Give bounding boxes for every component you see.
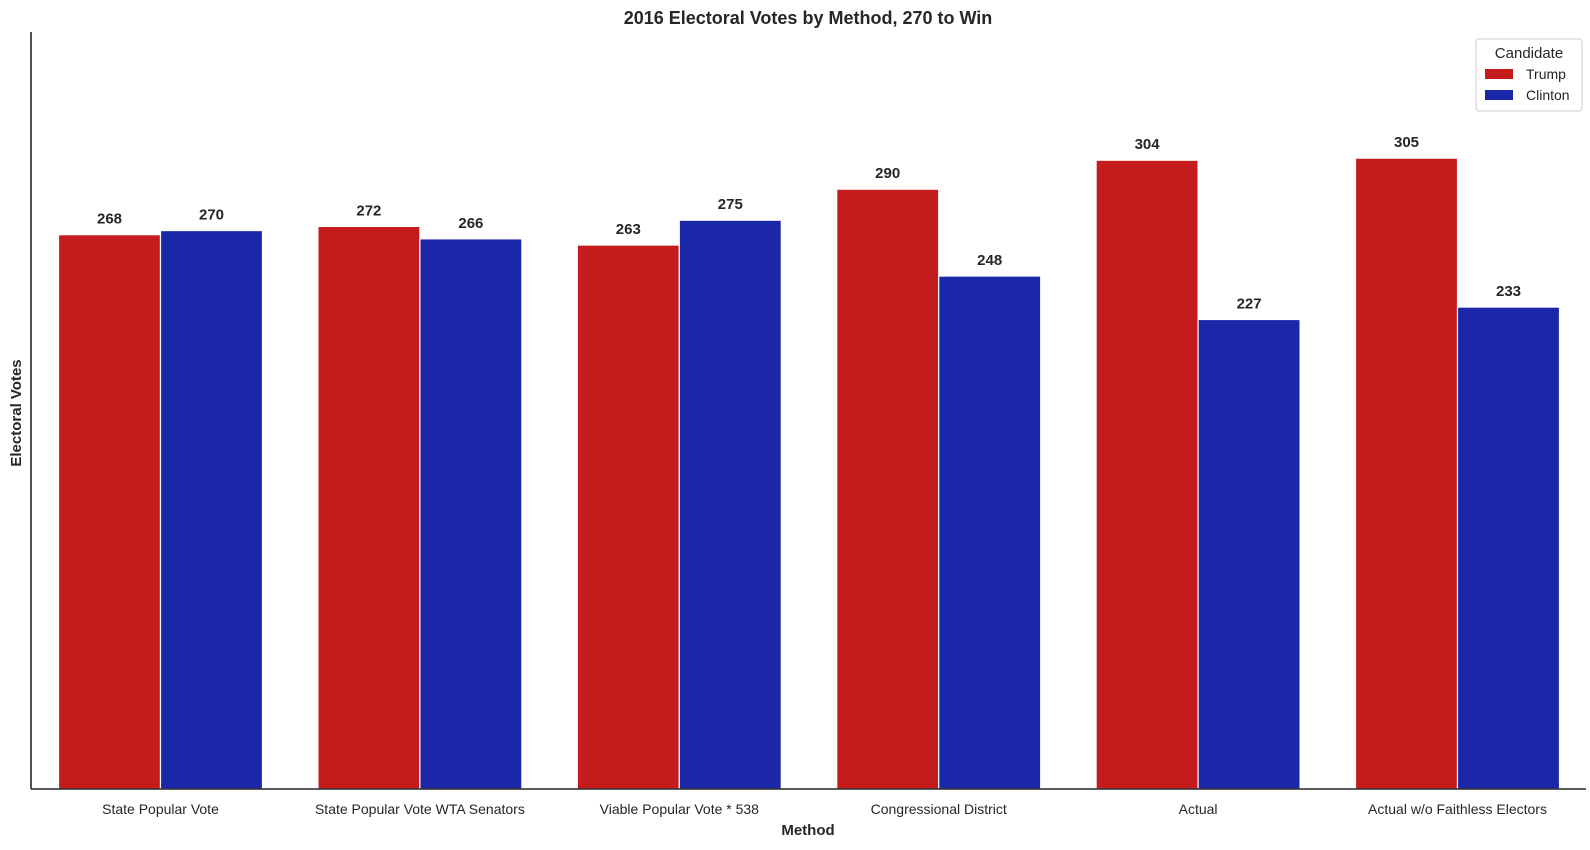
bar-trump-congressional-district [836,188,940,790]
bar-trump-actual-w-o-faithless-electors [1354,157,1459,790]
bar-labels-layer: 268 270 272 266 263 275 290 248 304 227 305 233 [97,134,1521,312]
bar-value-label: 227 [1237,295,1262,312]
bar-clinton-actual [1197,318,1301,790]
chart-title: 2016 Electoral Votes by Method, 270 to W… [624,8,993,28]
x-tick-label: Congressional District [871,801,1007,817]
x-tick-labels: State Popular Vote State Popular Vote WTA… [102,801,1547,817]
bar-value-label: 266 [458,215,483,232]
x-tick-label: State Popular Vote WTA Senators [315,801,525,817]
legend-label-trump: Trump [1526,66,1566,82]
bar-value-label: 270 [199,207,224,224]
legend-items: Trump Clinton [1485,66,1570,103]
legend: Candidate Trump Clinton [1475,38,1583,112]
legend-swatch-clinton [1485,90,1513,100]
bar-clinton-congressional-district [938,275,1042,790]
bar-value-label: 248 [977,252,1002,269]
x-tick-label: Viable Popular Vote * 538 [600,801,760,817]
bars-layer [57,157,1561,790]
bar-clinton-state-popular-vote [159,229,264,790]
bar-clinton-viable-popular-vote-538 [678,219,782,790]
bar-value-label: 304 [1135,136,1161,153]
x-axis-label: Method [781,822,834,839]
bar-trump-state-popular-vote-wta-senators [317,225,421,790]
bar-value-label: 233 [1496,283,1521,300]
bar-value-label: 290 [875,165,900,182]
bar-clinton-actual-w-o-faithless-electors [1456,306,1561,790]
bar-trump-viable-popular-vote-538 [576,244,680,790]
bar-value-label: 305 [1394,134,1419,151]
bar-value-label: 268 [97,211,122,228]
x-tick-label: State Popular Vote [102,801,219,817]
bar-value-label: 275 [718,196,743,213]
bar-value-label: 272 [356,202,381,219]
bar-trump-actual [1095,159,1199,790]
y-axis-label: Electoral Votes [8,359,25,466]
x-tick-label: Actual [1179,801,1218,817]
legend-title: Candidate [1495,45,1563,62]
legend-label-clinton: Clinton [1526,87,1570,103]
x-tick-label: Actual w/o Faithless Electors [1368,801,1547,817]
bar-clinton-state-popular-vote-wta-senators [419,238,523,790]
bar-value-label: 263 [616,221,641,238]
legend-swatch-trump [1485,69,1513,79]
bar-trump-state-popular-vote [57,234,162,790]
